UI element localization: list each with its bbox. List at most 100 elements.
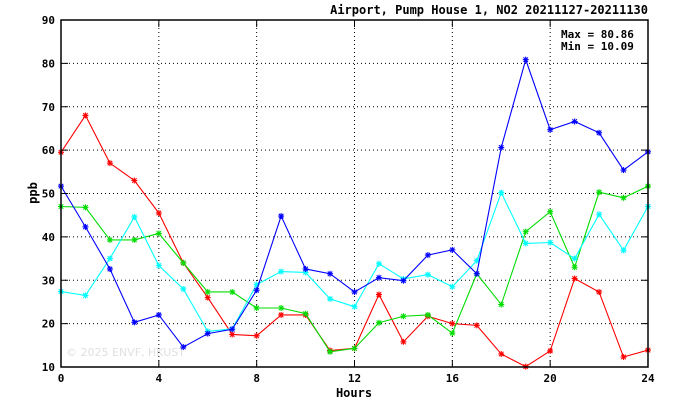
y-tick-label: 20 <box>42 318 55 331</box>
data-point <box>131 319 138 326</box>
data-point <box>351 345 358 352</box>
series-4 <box>58 56 651 351</box>
data-point <box>596 189 603 196</box>
data-point <box>106 255 113 262</box>
data-point <box>424 252 431 259</box>
data-point <box>449 330 456 337</box>
data-point <box>204 288 211 295</box>
data-point <box>522 228 529 235</box>
series-layer <box>58 56 651 370</box>
x-axis-title: Hours <box>336 386 372 400</box>
data-point <box>449 320 456 327</box>
y-tick-label: 80 <box>42 57 55 70</box>
data-point <box>106 236 113 243</box>
data-point <box>253 305 260 312</box>
data-point <box>278 311 285 318</box>
data-point <box>106 265 113 272</box>
data-point <box>131 177 138 184</box>
y-tick-label: 40 <box>42 231 55 244</box>
data-point <box>400 313 407 320</box>
data-point <box>449 246 456 253</box>
series-line <box>60 191 649 333</box>
data-point <box>82 204 89 211</box>
data-point <box>375 319 382 326</box>
data-point <box>498 301 505 308</box>
data-point <box>351 303 358 310</box>
x-tick-label: 24 <box>641 372 655 385</box>
data-point <box>106 160 113 167</box>
y-tick-label: 60 <box>42 144 55 157</box>
data-point <box>620 354 627 361</box>
data-point <box>449 283 456 290</box>
data-point <box>424 271 431 278</box>
data-point <box>498 189 505 196</box>
data-point <box>229 331 236 338</box>
data-point <box>375 291 382 298</box>
data-point <box>155 311 162 318</box>
series-2 <box>58 183 651 355</box>
data-point <box>547 347 554 354</box>
data-point <box>620 247 627 254</box>
data-point <box>82 223 89 230</box>
data-point <box>253 287 260 294</box>
data-point <box>204 330 211 337</box>
data-point <box>571 275 578 282</box>
data-point <box>253 332 260 339</box>
data-point <box>82 112 89 119</box>
x-tick-label: 12 <box>348 372 361 385</box>
data-point <box>278 213 285 220</box>
data-point <box>424 311 431 318</box>
grid <box>61 20 648 367</box>
data-point <box>278 305 285 312</box>
data-point <box>522 240 529 247</box>
x-tick-label: 4 <box>156 372 163 385</box>
ticks: 0 4 8 12 16 20 24 10 20 30 40 50 60 70 80 90 <box>42 14 655 385</box>
data-point <box>180 285 187 292</box>
y-axis-title: ppb <box>26 182 40 204</box>
watermark: © 2025 ENVF, HKUST <box>66 346 185 359</box>
min-label: Min = 10.09 <box>561 40 634 53</box>
data-point <box>82 292 89 299</box>
data-point <box>547 126 554 133</box>
data-point <box>547 239 554 246</box>
x-tick-label: 0 <box>58 372 65 385</box>
data-point <box>498 144 505 151</box>
data-point <box>522 56 529 63</box>
data-point <box>498 350 505 357</box>
data-point <box>351 288 358 295</box>
data-point <box>204 294 211 301</box>
data-point <box>620 194 627 201</box>
x-tick-label: 16 <box>446 372 460 385</box>
data-point <box>596 288 603 295</box>
y-tick-label: 30 <box>42 274 55 287</box>
data-point <box>327 348 334 355</box>
data-point <box>596 211 603 218</box>
data-point <box>229 288 236 295</box>
data-point <box>571 118 578 125</box>
y-tick-label: 70 <box>42 101 55 114</box>
data-point <box>375 274 382 281</box>
data-point <box>131 236 138 243</box>
data-point <box>229 326 236 333</box>
data-point <box>473 322 480 329</box>
data-point <box>571 264 578 271</box>
x-tick-label: 8 <box>253 372 260 385</box>
y-tick-label: 10 <box>42 361 55 374</box>
data-point <box>131 213 138 220</box>
data-point <box>155 230 162 237</box>
data-point <box>473 270 480 277</box>
data-point <box>302 310 309 317</box>
y-tick-label: 90 <box>42 14 55 27</box>
data-point <box>155 262 162 269</box>
x-tick-label: 20 <box>544 372 557 385</box>
data-point <box>400 338 407 345</box>
data-point <box>596 129 603 136</box>
max-label: Max = 80.86 <box>561 28 634 41</box>
series-3 <box>58 189 651 335</box>
y-tick-label: 50 <box>42 188 55 201</box>
data-point <box>400 277 407 284</box>
data-point <box>375 260 382 267</box>
data-point <box>547 208 554 215</box>
data-point <box>180 259 187 266</box>
